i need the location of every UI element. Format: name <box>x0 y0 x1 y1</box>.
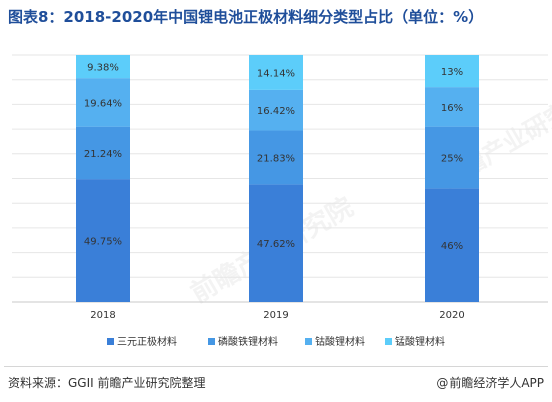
brand-label: @前瞻经济学人APP <box>436 374 544 391</box>
x-tick-label: 2018 <box>90 310 115 321</box>
legend-label: 三元正极材料 <box>117 335 177 348</box>
bar-segment <box>425 126 479 189</box>
chart-title: 图表8：2018-2020年中国锂电池正极材料细分类型占比（单位：%） <box>8 8 484 26</box>
bar-segment <box>76 126 130 180</box>
bar-segment <box>249 130 303 185</box>
data-label: 9.38% <box>87 63 119 74</box>
bar-segment <box>76 179 130 302</box>
bar-segment <box>425 188 479 302</box>
bar-segment <box>425 87 479 127</box>
legend-label: 锰酸锂材料 <box>395 335 445 348</box>
data-label: 49.75% <box>84 237 122 248</box>
brand-text: 前瞻经济学人APP <box>449 376 544 390</box>
x-tick-label: 2019 <box>263 310 288 321</box>
legend-swatch <box>385 338 392 345</box>
bar-segment <box>76 78 130 127</box>
footer-divider <box>4 366 548 367</box>
legend-label: 磷酸铁锂材料 <box>218 335 278 348</box>
data-label: 47.62% <box>257 239 295 250</box>
data-label: 21.83% <box>257 153 295 164</box>
data-label: 46% <box>441 241 463 252</box>
data-label: 14.14% <box>257 68 295 79</box>
legend-label: 钴酸锂材料 <box>315 335 365 348</box>
legend-swatch <box>107 338 114 345</box>
bar-segment <box>76 54 130 79</box>
bar-segment <box>249 89 303 131</box>
data-label: 21.24% <box>84 149 122 160</box>
at-icon: @ <box>436 376 449 390</box>
bar-segment <box>249 184 303 302</box>
data-label: 19.64% <box>84 98 122 109</box>
data-label: 25% <box>441 154 463 165</box>
bar-segment <box>425 55 479 88</box>
data-label: 13% <box>441 67 463 78</box>
legend-swatch <box>305 338 312 345</box>
source-note: 资料来源：GGII 前瞻产业研究院整理 <box>8 376 206 390</box>
chart: 49.75% 21.24% 19.64% 9.38% 2018 47.62% 21.83% 1… <box>12 54 548 348</box>
bar-segment <box>249 54 303 90</box>
x-tick-label: 2020 <box>439 310 464 321</box>
data-label: 16.42% <box>257 106 295 117</box>
data-label: 16% <box>441 103 463 114</box>
legend-swatch <box>208 338 215 345</box>
